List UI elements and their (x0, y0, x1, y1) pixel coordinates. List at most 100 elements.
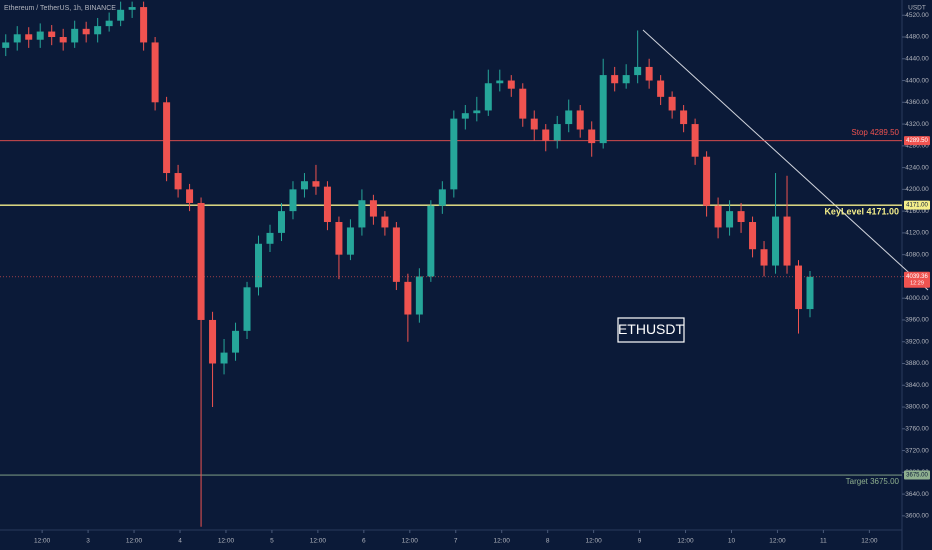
candle-body (369, 200, 377, 217)
candle-body (25, 34, 33, 40)
candle-body (163, 102, 171, 174)
y-tick-label: 3800.00 (905, 404, 929, 411)
candle-body (186, 189, 194, 203)
last-price-tag (904, 271, 930, 288)
level-label: Target 3675.00 (846, 477, 900, 486)
level-tag-label: 3675.00 (906, 473, 928, 479)
x-tick-label: 12:00 (861, 538, 878, 545)
y-tick-label: 3720.00 (905, 447, 929, 454)
candle-body (174, 173, 182, 190)
candle-body (415, 276, 423, 315)
candle-body (197, 202, 205, 320)
trend-line (642, 29, 929, 291)
candle-body (48, 31, 56, 38)
countdown-label: 12:29 (910, 281, 924, 287)
candle-body (128, 7, 136, 10)
symbol-box (617, 317, 685, 343)
candle-body (335, 222, 343, 255)
candle-body (657, 80, 665, 97)
candle-body (611, 75, 619, 84)
candle-body (565, 110, 573, 125)
level-tag-label: 4171.00 (906, 203, 928, 209)
x-tick-label: 12:00 (677, 538, 694, 545)
y-tick-label: 4480.00 (905, 34, 929, 41)
x-tick-label: 11 (820, 538, 827, 545)
candle-body (427, 205, 435, 277)
candle-body (519, 88, 527, 119)
y-tick-label: 4440.00 (905, 55, 929, 62)
candle-body (530, 118, 538, 130)
candle-body (450, 118, 458, 190)
candle-body (94, 26, 102, 35)
y-tick-label: 3920.00 (905, 338, 929, 345)
candle-body (714, 205, 722, 228)
level-tag (904, 200, 930, 210)
x-tick-label: 7 (454, 538, 458, 545)
level-label: Stop 4289.50 (851, 128, 899, 137)
x-tick-label: 12:00 (310, 538, 327, 545)
level-label: KeyLevel 4171.00 (824, 207, 899, 217)
candle-body (749, 222, 757, 250)
x-tick-label: 12:00 (218, 538, 235, 545)
candle-body (461, 113, 469, 119)
candle-body (737, 211, 745, 223)
candle-body (323, 186, 331, 223)
candle-body (36, 31, 44, 40)
candle-body (783, 216, 791, 266)
x-tick-label: 12:00 (402, 538, 419, 545)
y-tick-label: 4120.00 (905, 230, 929, 237)
x-tick-label: 4 (178, 538, 182, 545)
candle-body (634, 66, 642, 76)
x-tick-label: 9 (638, 538, 642, 545)
y-tick-label: 4240.00 (905, 164, 929, 171)
candle-body (2, 42, 10, 48)
candle-body (105, 20, 113, 27)
candle-body (691, 124, 699, 157)
candle-body (438, 189, 446, 206)
candle-body (151, 42, 159, 103)
candle-body (59, 37, 67, 43)
unit-label: USDT (908, 5, 926, 12)
candle-body (404, 281, 412, 315)
candle-body (542, 129, 550, 141)
y-tick-label: 3880.00 (905, 360, 929, 367)
x-tick-label: 8 (546, 538, 550, 545)
candle-body (140, 7, 148, 43)
candle-body (622, 75, 630, 84)
candle-body (772, 216, 780, 266)
candle-body (117, 9, 125, 21)
candle-body (392, 227, 400, 282)
candle-body (553, 124, 561, 141)
y-tick-label: 4080.00 (905, 251, 929, 258)
y-tick-label: 4360.00 (905, 99, 929, 106)
y-tick-label: 3760.00 (905, 426, 929, 433)
x-tick-label: 5 (270, 538, 274, 545)
candle-body (312, 181, 320, 187)
level-tag (904, 470, 930, 480)
candle-body (346, 227, 354, 255)
candle-body (220, 352, 228, 364)
x-tick-label: 12:00 (494, 538, 511, 545)
symbol-label: ETHUSDT (618, 321, 685, 337)
candle-body (680, 110, 688, 125)
y-tick-label: 4280.00 (905, 143, 929, 150)
last-price-label: 4039.36 (906, 274, 928, 280)
candle-body (599, 75, 607, 144)
candle-body (255, 243, 263, 288)
y-tick-label: 3960.00 (905, 317, 929, 324)
x-tick-label: 3 (86, 538, 90, 545)
candle-body (668, 96, 676, 111)
candle-body (82, 28, 90, 35)
candle-body (300, 181, 308, 190)
x-tick-label: 6 (362, 538, 366, 545)
candle-body (243, 287, 251, 331)
y-tick-label: 4520.00 (905, 12, 929, 19)
candle-body (576, 110, 584, 130)
candle-body (266, 232, 274, 244)
y-tick-label: 4320.00 (905, 121, 929, 128)
candle-body (232, 330, 240, 353)
candle-body (484, 83, 492, 111)
candle-body (13, 34, 21, 43)
candle-body (726, 211, 734, 228)
